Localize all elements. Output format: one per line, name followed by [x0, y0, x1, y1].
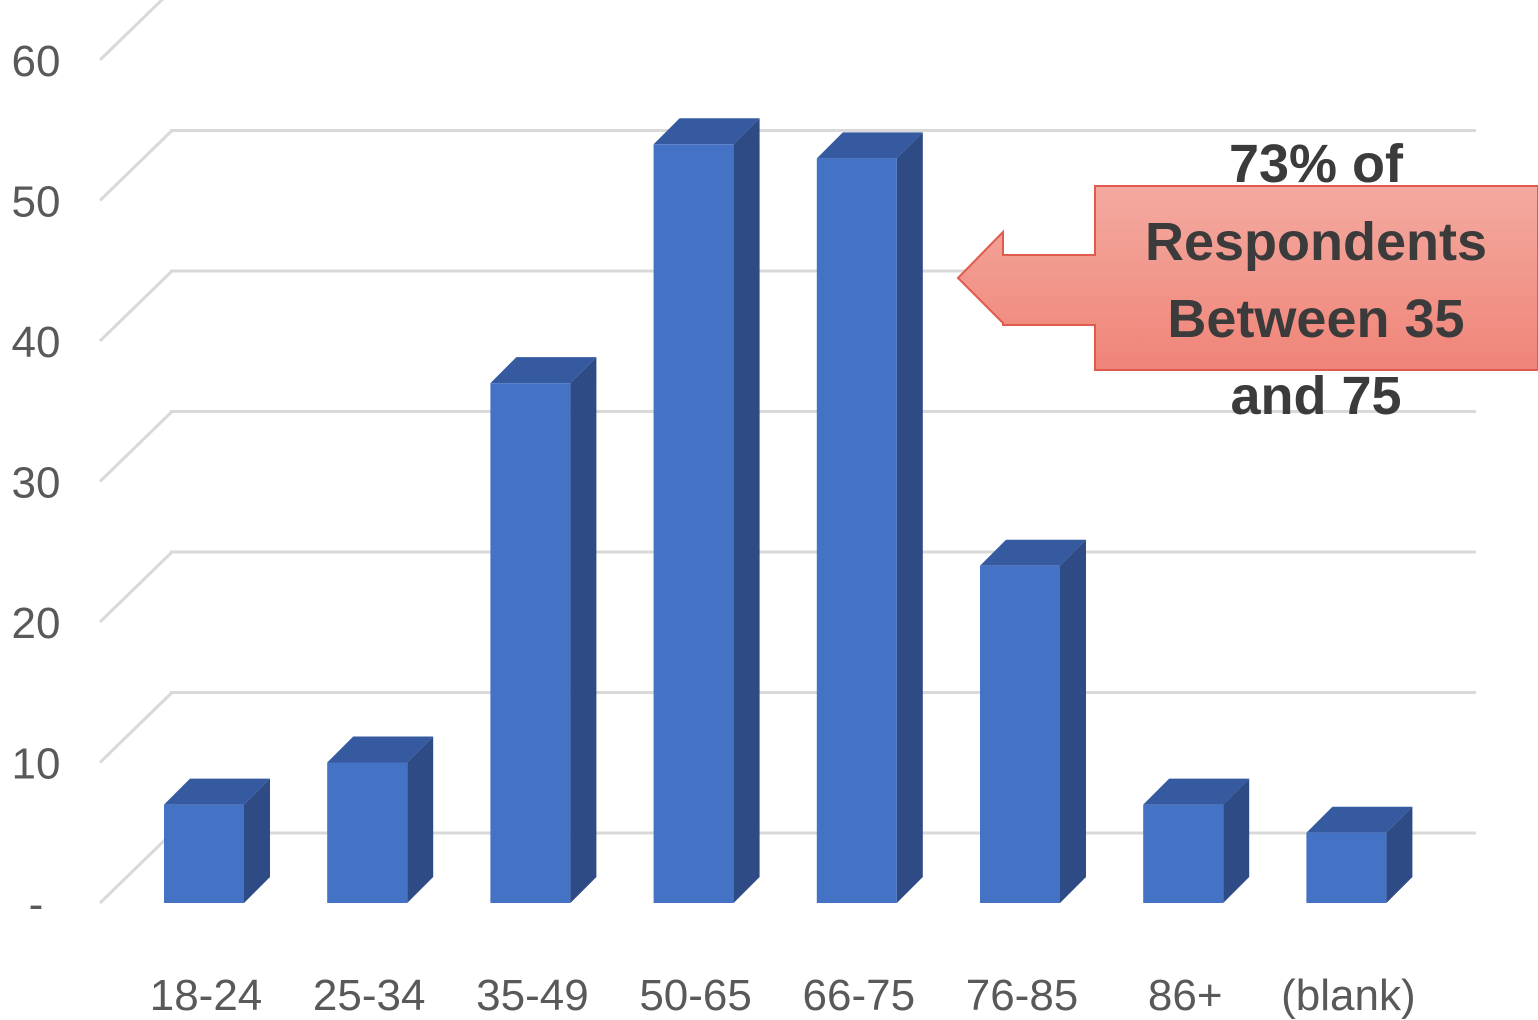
bar-top-face	[1143, 778, 1250, 805]
x-category-label: 66-75	[803, 971, 916, 1020]
bar-top-face	[653, 118, 760, 145]
bar-top-face	[1306, 806, 1413, 833]
annotation-line-4: and 75	[1230, 366, 1401, 426]
bar-side-face	[896, 132, 923, 904]
x-category-label: 18-24	[150, 971, 263, 1020]
y-tick-label: 20	[12, 599, 61, 648]
bar-front-face	[980, 565, 1060, 903]
gridline-diagonal	[98, 129, 174, 202]
bar-top-face	[816, 132, 923, 159]
bar	[1143, 778, 1250, 903]
annotation-line-3: Between 35	[1167, 289, 1464, 349]
y-tick-label: 30	[12, 459, 61, 508]
bar	[816, 132, 923, 904]
annotation-line-1: 73% of	[1229, 134, 1404, 194]
bar	[653, 118, 760, 904]
bar	[327, 736, 434, 903]
bar-front-face	[164, 804, 244, 903]
x-category-label: 35-49	[476, 971, 589, 1020]
x-axis-category-labels: 18-24 25-34 35-49 50-65 66-75 76-85 86+ (blank)	[150, 971, 1416, 1020]
bar-front-face	[653, 144, 734, 904]
bar-side-face	[1060, 539, 1086, 903]
bar	[490, 357, 597, 903]
bar-top-face	[490, 357, 597, 384]
bar-side-face	[733, 118, 760, 904]
bar-top-face	[327, 736, 434, 763]
y-tick-label: 60	[12, 37, 61, 86]
x-category-label: 25-34	[313, 971, 426, 1020]
gridline-diagonal	[98, 269, 174, 343]
bars	[164, 118, 1413, 904]
y-tick-label: 50	[12, 178, 61, 227]
y-tick-label: -	[29, 880, 44, 929]
annotation-callout: 73% of Respondents Between 35 and 75	[956, 134, 1538, 426]
gridline-diagonal	[98, 691, 174, 764]
bar-side-face	[407, 736, 434, 903]
x-category-label: 86+	[1148, 971, 1223, 1020]
gridline-diagonal	[98, 831, 174, 905]
gridline-diagonal	[98, 0, 164, 62]
callout-arrow-shape	[956, 185, 1538, 371]
x-category-label: 76-85	[966, 971, 1079, 1020]
y-tick-label: 10	[12, 740, 61, 789]
x-category-label: (blank)	[1281, 971, 1416, 1020]
bar	[1306, 806, 1413, 903]
y-tick-label: 40	[12, 318, 61, 367]
bar	[164, 778, 270, 903]
bar-front-face	[327, 762, 408, 903]
bar-front-face	[1143, 804, 1224, 903]
bar-side-face	[1223, 778, 1250, 903]
bar-side-face	[244, 778, 270, 903]
bar-top-face	[164, 778, 270, 805]
bar-side-face	[1386, 806, 1413, 903]
bar-front-face	[490, 383, 571, 903]
gridline-diagonal	[98, 410, 174, 483]
gridline-diagonal	[98, 550, 174, 624]
bar-front-face	[816, 158, 897, 904]
annotation-line-2: Respondents	[1145, 212, 1487, 272]
y-axis-tick-labels: - 10 20 30 40 50 60	[12, 37, 61, 929]
x-category-label: 50-65	[639, 971, 752, 1020]
bar-front-face	[1306, 832, 1387, 903]
bar-top-face	[980, 539, 1086, 566]
bar-side-face	[570, 357, 597, 903]
bar	[980, 539, 1086, 903]
